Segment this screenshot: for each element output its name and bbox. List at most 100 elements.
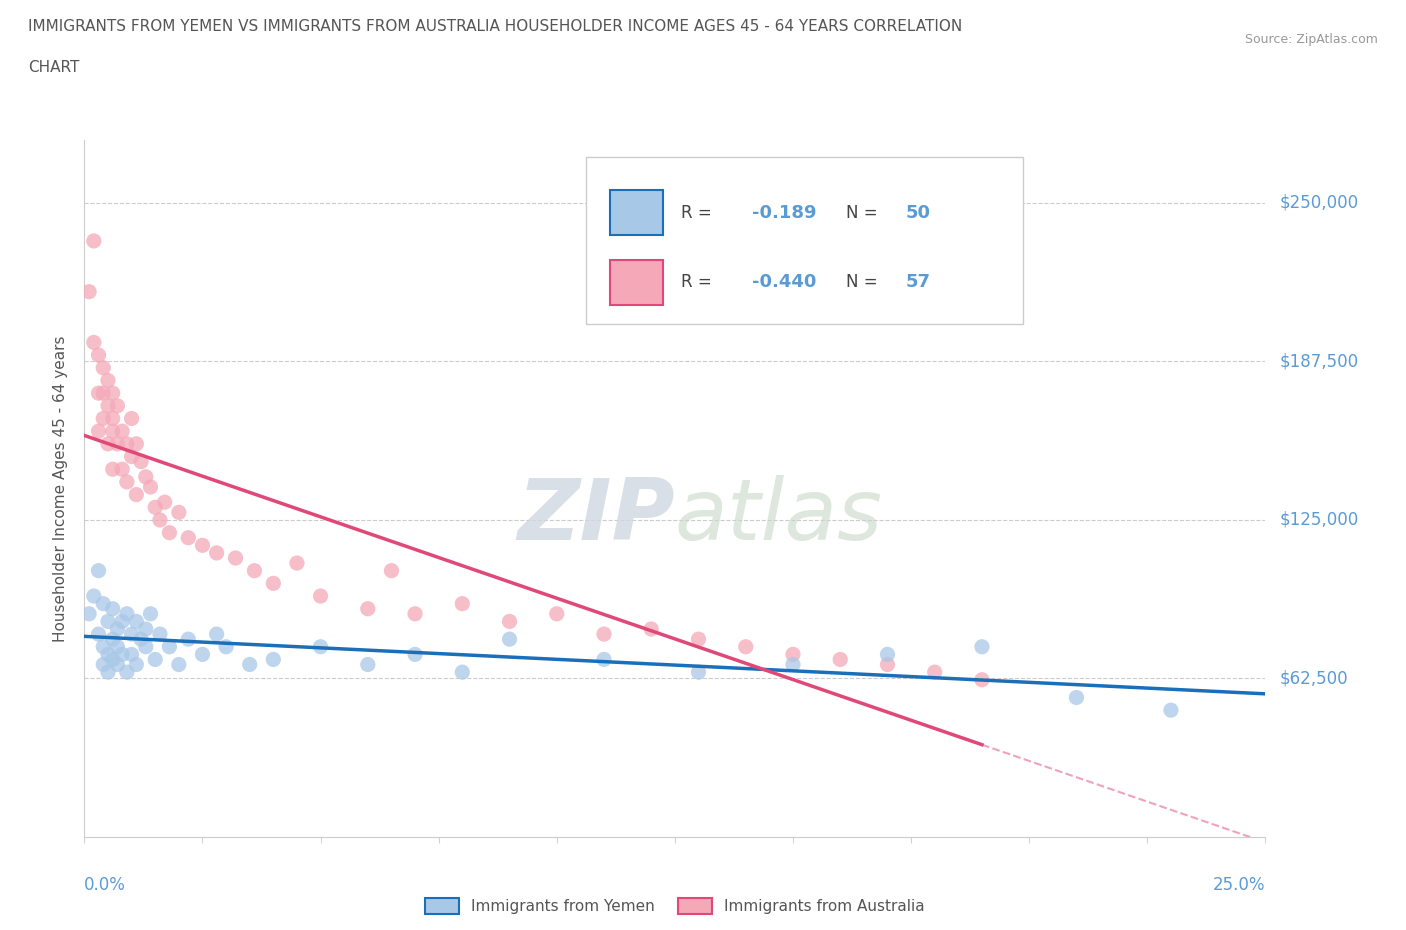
Text: $125,000: $125,000: [1279, 511, 1358, 529]
Text: Source: ZipAtlas.com: Source: ZipAtlas.com: [1244, 33, 1378, 46]
Point: [83, 233, 105, 248]
Point: [121, 627, 143, 642]
Point: [115, 606, 138, 621]
Point: [593, 652, 616, 667]
Point: [107, 436, 129, 451]
Point: [243, 564, 266, 578]
Point: [167, 505, 190, 520]
Point: [157, 525, 180, 540]
Point: [101, 386, 124, 401]
Point: [125, 436, 148, 451]
Point: [111, 462, 134, 477]
Text: IMMIGRANTS FROM YEMEN VS IMMIGRANTS FROM AUSTRALIA HOUSEHOLDER INCOME AGES 45 - : IMMIGRANTS FROM YEMEN VS IMMIGRANTS FROM…: [28, 19, 962, 33]
Point: [191, 647, 214, 662]
Point: [357, 602, 380, 617]
Text: 0.0%: 0.0%: [84, 876, 127, 894]
Point: [91, 658, 114, 672]
Text: R =: R =: [681, 204, 717, 221]
Point: [107, 639, 129, 654]
Point: [1066, 690, 1088, 705]
Point: [91, 639, 114, 654]
Point: [593, 627, 616, 642]
Point: [135, 639, 157, 654]
Point: [101, 424, 124, 439]
Point: [205, 546, 228, 561]
Point: [876, 658, 898, 672]
Point: [970, 672, 993, 687]
Point: [101, 631, 124, 646]
Point: [115, 474, 138, 489]
Point: [83, 589, 105, 604]
Point: [107, 658, 129, 672]
Text: N =: N =: [846, 204, 883, 221]
Point: [91, 596, 114, 611]
Point: [125, 614, 148, 629]
Point: [924, 665, 946, 680]
Point: [121, 449, 143, 464]
Point: [876, 647, 898, 662]
Text: atlas: atlas: [675, 474, 883, 558]
Point: [115, 665, 138, 680]
Point: [87, 386, 110, 401]
Text: 25.0%: 25.0%: [1213, 876, 1265, 894]
Point: [111, 424, 134, 439]
Text: N =: N =: [846, 273, 883, 291]
Point: [262, 652, 284, 667]
Point: [149, 627, 172, 642]
FancyBboxPatch shape: [610, 190, 664, 235]
Point: [97, 647, 120, 662]
Point: [404, 606, 426, 621]
Point: [97, 665, 120, 680]
Point: [101, 462, 124, 477]
Point: [143, 499, 166, 514]
Point: [498, 614, 520, 629]
Point: [139, 606, 162, 621]
Point: [239, 658, 262, 672]
Point: [830, 652, 852, 667]
Point: [1160, 703, 1182, 718]
Point: [121, 647, 143, 662]
Point: [111, 614, 134, 629]
Point: [121, 411, 143, 426]
Point: [225, 551, 247, 565]
Point: [129, 631, 152, 646]
Point: [83, 335, 105, 350]
Text: 57: 57: [905, 273, 931, 291]
Point: [782, 647, 804, 662]
Text: -0.189: -0.189: [752, 204, 815, 221]
Point: [87, 348, 110, 363]
Point: [688, 631, 710, 646]
Point: [380, 564, 402, 578]
Point: [177, 530, 200, 545]
Point: [404, 647, 426, 662]
Text: R =: R =: [681, 273, 717, 291]
Point: [115, 436, 138, 451]
Point: [177, 631, 200, 646]
Point: [129, 454, 152, 469]
Point: [357, 658, 380, 672]
FancyBboxPatch shape: [586, 157, 1024, 325]
Point: [135, 621, 157, 636]
Point: [97, 614, 120, 629]
Point: [125, 487, 148, 502]
Point: [970, 639, 993, 654]
Point: [262, 576, 284, 591]
Point: [135, 470, 157, 485]
Point: [97, 398, 120, 413]
Point: [91, 386, 114, 401]
Point: [97, 436, 120, 451]
Point: [688, 665, 710, 680]
Point: [782, 658, 804, 672]
Point: [101, 602, 124, 617]
Point: [91, 411, 114, 426]
Point: [97, 373, 120, 388]
Point: [546, 606, 568, 621]
Point: [101, 652, 124, 667]
Point: [101, 411, 124, 426]
Point: [205, 627, 228, 642]
Point: [191, 538, 214, 552]
Point: [640, 621, 662, 636]
FancyBboxPatch shape: [610, 259, 664, 305]
Point: [498, 631, 520, 646]
Point: [107, 398, 129, 413]
